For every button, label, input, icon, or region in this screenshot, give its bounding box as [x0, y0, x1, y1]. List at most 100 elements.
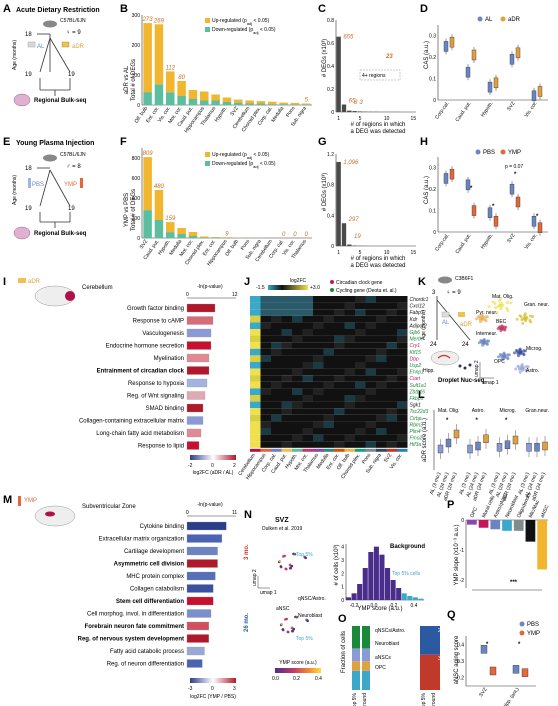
heat-cell	[365, 375, 376, 382]
umap-point	[485, 315, 489, 319]
bar-up	[211, 94, 220, 101]
legend-pbs: PBS	[483, 150, 495, 156]
heat-cell	[334, 302, 345, 310]
col-color	[365, 448, 376, 452]
gene-label: Sgk1	[410, 403, 422, 409]
heat-cell	[271, 401, 282, 409]
umap-point	[526, 365, 530, 369]
y-tick-label: 0	[137, 236, 140, 242]
heat-cell	[376, 355, 387, 362]
y-tick-label: 0	[433, 98, 436, 104]
hist-bar	[373, 546, 379, 600]
heat-cell	[344, 329, 355, 336]
term-label: SMAD binding	[146, 406, 184, 412]
hist-bg-label: Background	[390, 544, 425, 550]
syringe-icon	[18, 496, 21, 506]
y-tick-label: 0	[433, 230, 436, 236]
heat-cell	[323, 381, 334, 389]
bar-value-label: 809	[143, 151, 154, 157]
heat-cell	[334, 315, 345, 323]
heat-cell	[334, 395, 345, 402]
panel-j-scale: log2FC	[290, 278, 307, 284]
heat-cell	[281, 428, 292, 435]
heat-cell	[376, 309, 387, 316]
panel-a-bot-r: 19	[68, 72, 75, 78]
gene-label: Chordc1	[410, 297, 429, 303]
umap-point	[477, 341, 481, 345]
heat-cell	[376, 375, 387, 382]
legend-adr: aDR	[508, 17, 521, 23]
group-label: Gran.neur.	[525, 408, 549, 414]
x-tick-label: 10	[384, 116, 390, 122]
x-tick-label: Top 5%	[352, 692, 358, 706]
value-label: 1,096	[343, 160, 359, 166]
heat-cell	[386, 329, 397, 336]
cell-label: Astro.	[526, 368, 539, 374]
umap-point	[483, 339, 487, 343]
panel-h-ylabel: CAS (a.u.)	[424, 176, 430, 204]
gene-label: Tsc22d3	[410, 409, 429, 415]
cell-label: Interneur.	[476, 331, 497, 337]
heat-cell	[250, 296, 261, 303]
slope-bar	[467, 520, 477, 525]
heat-cell	[386, 421, 397, 428]
bar-up	[279, 102, 288, 105]
box	[504, 440, 511, 449]
umap-point	[520, 318, 524, 322]
term-bar	[186, 416, 204, 425]
x-tick-label: 0.4	[411, 603, 418, 609]
heat-cell	[397, 401, 408, 409]
sig-star: *	[505, 418, 508, 424]
box	[465, 179, 471, 191]
umap-point	[476, 314, 480, 318]
hist-bar	[341, 104, 347, 112]
hist-bar	[351, 593, 357, 600]
heat-cell	[397, 414, 408, 422]
heat-cell	[386, 322, 397, 329]
bar-down	[245, 103, 254, 105]
cell-label: Pyr. neur.	[476, 310, 497, 316]
heat-cell	[334, 414, 345, 422]
heat-cell	[292, 296, 303, 303]
panel-d-ylabel: CAS (a.u.)	[424, 41, 430, 69]
heat-cell	[355, 421, 366, 428]
heat-cell	[281, 401, 292, 409]
heat-cell	[250, 322, 261, 329]
heat-cell	[376, 322, 387, 329]
panel-n-colorbar	[275, 668, 321, 673]
hippocampus-icon	[437, 354, 451, 359]
heat-cell	[250, 375, 261, 382]
heat-cell	[302, 329, 313, 336]
x-tick-label: Hipp. (ant.)	[502, 686, 521, 706]
panel-j-label: J	[244, 276, 250, 288]
heat-cell	[344, 342, 355, 349]
panel-k-out: Droplet Nuc-seq	[438, 378, 485, 384]
heat-cell	[302, 302, 313, 310]
panel-m-axis: -ln(p-value)	[197, 502, 223, 508]
panel-m-terms: Cytokine binding Extracellular matrix org…	[78, 521, 227, 668]
heat-cell	[386, 302, 397, 310]
panel-i-colorbar	[190, 455, 236, 460]
heat-cell	[386, 428, 397, 435]
term-label: Vasculogenesis	[142, 331, 184, 337]
panel-n-top2: Top 5%	[296, 636, 313, 642]
umap-point	[502, 356, 506, 360]
panel-a-sex: ♀ = 9	[66, 30, 81, 36]
panel-c: C # DEGs (x10³) 00.20.40.60.81 5 10 1565565…	[318, 3, 416, 135]
heat-cell	[292, 401, 303, 409]
heat-cell	[302, 322, 313, 329]
bar-value-label: 0	[282, 232, 286, 238]
gene-label: Adipor2	[409, 323, 427, 329]
brain-icon	[34, 505, 76, 527]
heat-cell	[260, 362, 271, 369]
box	[449, 168, 455, 180]
bar-down	[256, 103, 266, 105]
heat-cell	[250, 441, 261, 448]
heat-cell	[250, 381, 261, 389]
cbar-tick: 0.4	[315, 676, 322, 682]
heat-cell	[260, 342, 271, 349]
box	[475, 441, 481, 451]
box	[453, 429, 460, 439]
heat-cell	[355, 296, 366, 303]
panel-n-umap2: umap 2	[252, 569, 258, 586]
